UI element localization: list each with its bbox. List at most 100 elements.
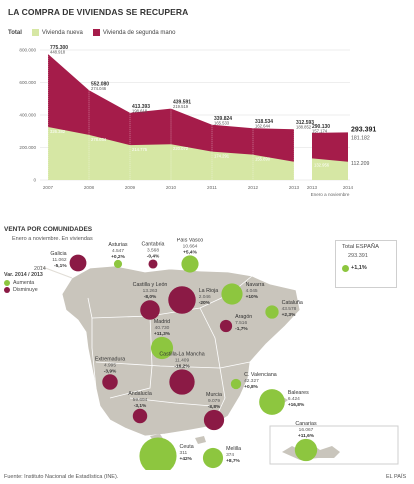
region-name: Andalucía xyxy=(128,391,152,397)
total-label: 318.534 xyxy=(255,119,273,125)
region-name: Cantabria xyxy=(142,241,165,247)
region-value: 4.547 xyxy=(112,248,124,254)
total-label: 439.591 xyxy=(173,100,191,106)
segunda-label: 162.644 xyxy=(255,124,271,129)
total-espana-value: 293.391 xyxy=(348,253,368,259)
inset-x-tick-label: 2013 xyxy=(307,185,318,190)
y-tick-label: 600.000 xyxy=(19,80,36,85)
region-bubble xyxy=(150,336,174,360)
region-value: 4.995 xyxy=(104,362,116,368)
chart-legend: Total Vivienda nueva Vivienda de segunda… xyxy=(8,29,185,36)
inset-nueva-label: 112.209 xyxy=(351,161,369,167)
region-change: +2,3% xyxy=(282,312,296,318)
region-name: Asturias xyxy=(108,242,127,248)
segunda-label: 219.519 xyxy=(173,104,189,109)
x-tick-label: 2010 xyxy=(166,185,177,190)
region-name: Aragón xyxy=(235,314,252,320)
region-name: Extremadura xyxy=(95,356,125,362)
region-name: Castilla y León xyxy=(133,282,168,288)
region-value: 2.046 xyxy=(199,294,211,300)
inset-segunda-label: 157.174 xyxy=(312,128,328,133)
region-name: Ceuta xyxy=(180,444,194,450)
x-tick-label: 2007 xyxy=(43,185,54,190)
nueva-label: 174.291 xyxy=(214,154,230,159)
region-change: +16,8% xyxy=(288,402,305,408)
region-value: 42.327 xyxy=(244,378,259,384)
region-change: -8,0% xyxy=(144,294,157,300)
x-tick-label: 2013 xyxy=(289,185,300,190)
x-tick-label: 2011 xyxy=(207,185,217,190)
region-name: Baleares xyxy=(288,390,309,396)
region-bubble xyxy=(69,254,87,272)
region-bubble xyxy=(203,409,225,431)
region-change: +0,8% xyxy=(244,384,258,390)
nueva-label: 278.034 xyxy=(91,137,107,142)
region-change: -1,7% xyxy=(235,326,248,332)
inner-border-3 xyxy=(109,315,153,399)
total-label: 312.593 xyxy=(296,120,314,126)
brand-label: EL PAÍS xyxy=(386,474,407,480)
nueva-label: 326.382 xyxy=(50,129,66,134)
region-bubble xyxy=(169,369,195,395)
page-title: LA COMPRA DE VIVIENDAS SE RECUPERA xyxy=(8,7,189,17)
legend-segunda-swatch xyxy=(92,29,100,36)
region-name: Castilla-La Mancha xyxy=(159,351,204,357)
legend-nueva-label: Vivienda nueva xyxy=(41,29,83,36)
region-value: 10.664 xyxy=(183,243,198,249)
region-bubble xyxy=(102,374,118,390)
variation-legend: Var. 2014 / 2013 Aumenta Disminuye xyxy=(4,272,43,294)
region-value: 6.424 xyxy=(288,396,300,402)
region-name: País Vasco xyxy=(177,238,203,243)
total-label: 775.300 xyxy=(50,45,68,51)
region-name: Canarias xyxy=(295,421,317,427)
region-value: 11.409 xyxy=(175,357,190,363)
segunda-label: 198.618 xyxy=(132,108,148,113)
region-change: -3,9% xyxy=(104,368,117,374)
region-name: Melilla xyxy=(226,446,241,452)
total-espana-label: Total ESPAÑA xyxy=(342,244,379,250)
region-name: La Rioja xyxy=(199,288,218,294)
total-espana-change: +1,1% xyxy=(351,265,367,271)
y-tick-label: 800.000 xyxy=(19,48,36,53)
region-change: +42% xyxy=(180,456,193,462)
region-value: 43.578 xyxy=(282,306,297,312)
legend-year-label: 2014 xyxy=(34,266,46,272)
legend-down-dot xyxy=(4,287,10,293)
region-change: +11,6% xyxy=(298,433,315,439)
total-espana-dot xyxy=(342,265,349,272)
total-espana-box: Total ESPAÑA 293.391 +1,1% xyxy=(335,240,397,288)
housing-area-chart: 0 200.000 400.000 600.000 800.000 775.300448.… xyxy=(19,45,376,197)
legend-segunda-label: Vivienda de segunda mano xyxy=(102,29,176,36)
nueva-label: 214.775 xyxy=(132,147,148,152)
section-title: VENTA POR COMUNIDADES xyxy=(4,226,93,233)
x-tick-label: 2012 xyxy=(248,185,259,190)
legend-nueva-swatch xyxy=(31,29,39,36)
region-bubble xyxy=(221,283,243,305)
inner-border-5 xyxy=(129,397,213,407)
region-value: 13.263 xyxy=(143,288,158,294)
inset-nueva-label: 132.956 xyxy=(314,162,330,167)
nueva-label: 155.890 xyxy=(255,157,271,162)
region-change: +8,7% xyxy=(226,458,240,464)
region-name: Cataluña xyxy=(282,300,303,306)
segunda-label: 274.046 xyxy=(91,86,107,91)
region-bubble xyxy=(148,259,158,269)
region-change: +11,3% xyxy=(154,331,171,337)
legend-up-dot xyxy=(4,280,10,286)
total-label: 413.393 xyxy=(132,104,150,110)
inner-border-4 xyxy=(199,307,226,427)
region-bubble xyxy=(168,286,196,314)
region-value: 59.694 xyxy=(133,397,148,403)
region-bubble xyxy=(259,389,285,415)
inset-total-label: 290.130 xyxy=(312,124,330,130)
region-change: -16,2% xyxy=(174,363,190,369)
inset-x-tick-label: 2014 xyxy=(343,185,354,190)
region-value: 16.067 xyxy=(299,427,314,433)
inset-segunda-label: 181.182 xyxy=(351,135,370,141)
x-tick-label: 2008 xyxy=(84,185,95,190)
region-name: Madrid xyxy=(154,319,170,325)
y-tick-label: 0 xyxy=(33,178,36,183)
region-value: 9.079 xyxy=(208,398,220,404)
